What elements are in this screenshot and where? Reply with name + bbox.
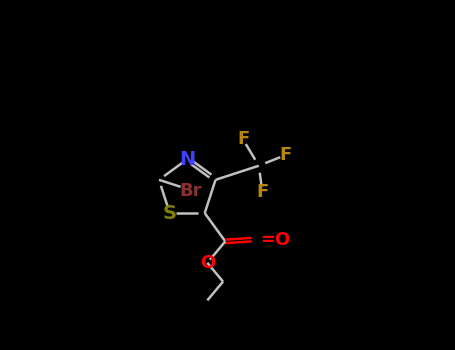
- Text: Br: Br: [179, 182, 202, 199]
- Text: O: O: [200, 254, 215, 272]
- Text: F: F: [256, 183, 268, 201]
- Text: =O: =O: [260, 231, 291, 248]
- Text: S: S: [163, 204, 177, 223]
- Text: F: F: [279, 146, 291, 164]
- Text: N: N: [179, 150, 195, 169]
- Text: F: F: [237, 131, 249, 148]
